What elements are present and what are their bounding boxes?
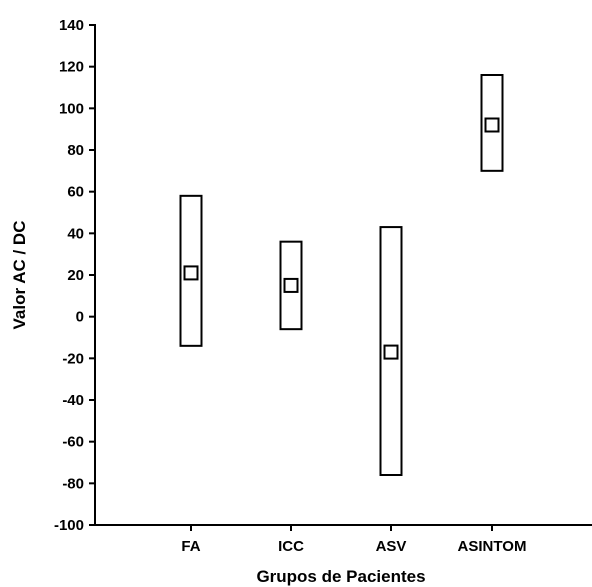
mean-marker-asintom bbox=[484, 117, 500, 133]
x-category-label: ICC bbox=[278, 538, 304, 555]
y-tick-label: -80 bbox=[62, 475, 84, 492]
x-category-label: ASINTOM bbox=[458, 538, 527, 555]
x-category-label: FA bbox=[181, 538, 200, 555]
y-tick-label: 60 bbox=[67, 184, 84, 201]
y-tick-label: 40 bbox=[67, 225, 84, 242]
y-tick-label: 0 bbox=[76, 309, 84, 326]
plot-series bbox=[179, 74, 504, 476]
y-tick-label: -100 bbox=[54, 517, 84, 534]
x-axis-title: Grupos de Pacientes bbox=[256, 567, 425, 586]
y-tick-label: 120 bbox=[59, 59, 84, 76]
y-tick-label: -60 bbox=[62, 434, 84, 451]
mean-marker-fa bbox=[183, 265, 199, 281]
mean-marker-icc bbox=[283, 277, 299, 293]
y-tick-label: -40 bbox=[62, 392, 84, 409]
mean-marker-asv bbox=[383, 344, 399, 360]
y-tick-label: -20 bbox=[62, 350, 84, 367]
y-tick-label: 80 bbox=[67, 142, 84, 159]
x-category-label: ASV bbox=[376, 538, 407, 555]
y-tick-label: 100 bbox=[59, 100, 84, 117]
y-axis-title: Valor AC / DC bbox=[10, 221, 29, 330]
y-axis-ticks: 140 120 100 80 60 40 20 0 -20 -40 -60 -80 -100 bbox=[54, 17, 95, 534]
x-axis-category-labels: FA ICC ASV ASINTOM bbox=[181, 525, 526, 555]
y-tick-label: 20 bbox=[67, 267, 84, 284]
y-tick-label: 140 bbox=[59, 17, 84, 34]
